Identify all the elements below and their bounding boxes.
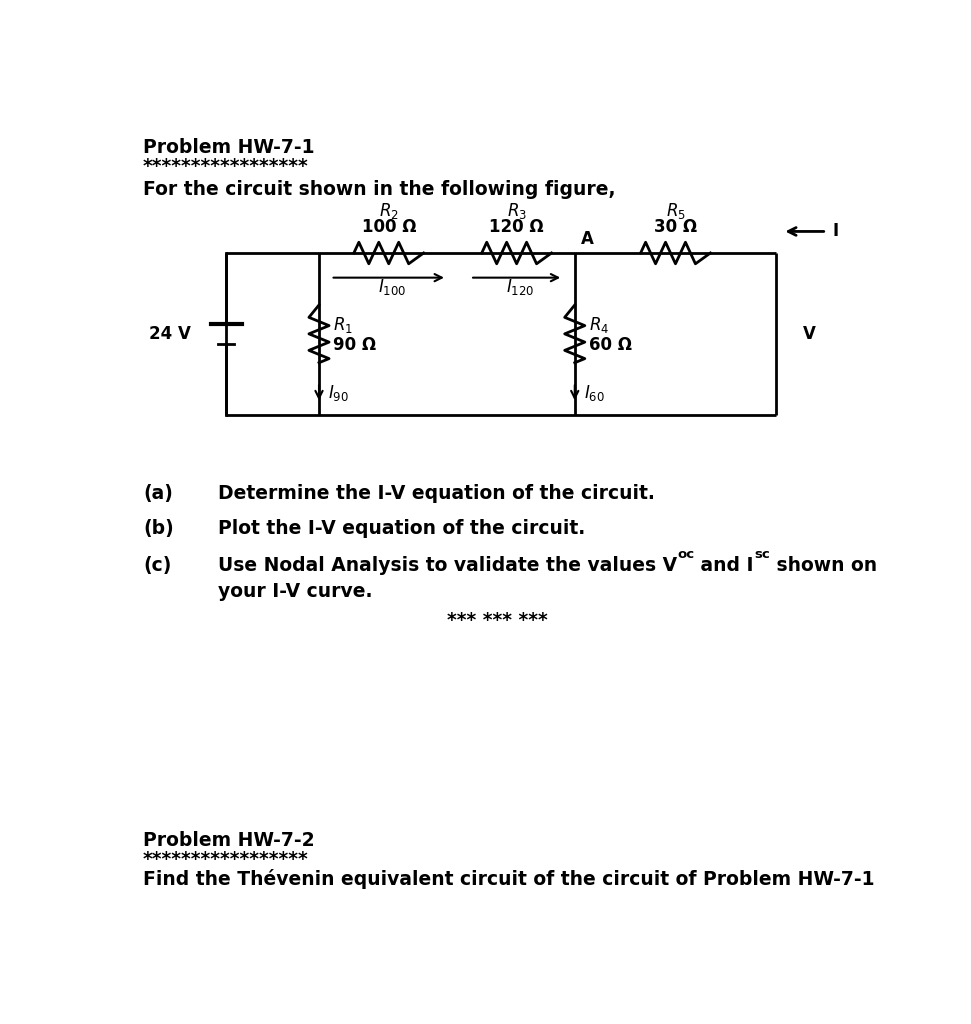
Text: and I: and I [694,556,754,574]
Text: Use Nodal Analysis to validate the values V: Use Nodal Analysis to validate the value… [218,556,678,574]
Text: oc: oc [678,548,694,561]
Text: 24 V: 24 V [150,325,191,343]
Text: $R_5$: $R_5$ [665,201,686,220]
Text: $I_{120}$: $I_{120}$ [506,276,535,297]
Text: V: V [803,325,817,343]
Text: (a): (a) [143,484,173,503]
Text: Problem HW-7-1: Problem HW-7-1 [143,137,315,157]
Text: $I_{90}$: $I_{90}$ [328,383,350,402]
Text: (b): (b) [143,519,174,538]
Text: Plot the I-V equation of the circuit.: Plot the I-V equation of the circuit. [218,519,586,538]
Text: $I_{60}$: $I_{60}$ [584,383,605,402]
Text: $I_{100}$: $I_{100}$ [379,276,407,297]
Text: shown on: shown on [770,556,877,574]
Text: Problem HW-7-2: Problem HW-7-2 [143,830,315,850]
Text: your I-V curve.: your I-V curve. [218,582,373,601]
Text: Determine the I-V equation of the circuit.: Determine the I-V equation of the circui… [218,484,655,503]
Text: (c): (c) [143,556,172,574]
Text: *****************: ***************** [143,157,309,176]
Text: Find the Thévenin equivalent circuit of the circuit of Problem HW-7-1: Find the Thévenin equivalent circuit of … [143,869,875,889]
Text: $R_3$: $R_3$ [507,201,526,220]
Text: $R_1$: $R_1$ [333,314,352,335]
Text: I: I [833,222,839,241]
Text: 60 Ω: 60 Ω [588,337,632,354]
Text: *****************: ***************** [143,850,309,868]
Text: 120 Ω: 120 Ω [489,218,544,237]
Text: 90 Ω: 90 Ω [333,337,376,354]
Text: sc: sc [754,548,770,561]
Text: A: A [581,230,594,249]
Text: *** *** ***: *** *** *** [447,611,548,630]
Text: $R_4$: $R_4$ [588,314,609,335]
Text: 100 Ω: 100 Ω [361,218,416,237]
Text: For the circuit shown in the following figure,: For the circuit shown in the following f… [143,180,616,199]
Text: 30 Ω: 30 Ω [653,218,697,237]
Text: $R_2$: $R_2$ [379,201,399,220]
